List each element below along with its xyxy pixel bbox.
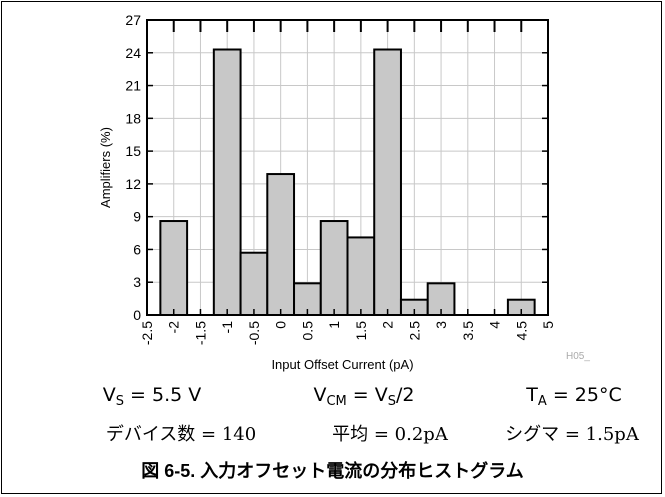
y-tick-label: 0 (133, 307, 141, 323)
x-tick-label: 4 (487, 321, 503, 329)
conditions-row-1: VS = 5.5 V VCM = VS/2 TA = 25°C (0, 384, 665, 412)
histogram-bar (346, 236, 376, 316)
x-axis-title: Input Offset Current (pA) (271, 357, 413, 372)
y-tick-label: 3 (133, 274, 141, 290)
y-axis-title: Amplifiers (%) (98, 127, 113, 208)
x-tick-label: -1 (219, 321, 235, 334)
histogram-bar (319, 220, 349, 316)
x-tick-label: 5 (540, 321, 556, 329)
histogram-bar (373, 48, 402, 316)
x-tick-label: 1 (326, 321, 342, 329)
x-tick-labels: -2.5 -2 -1.5 -1 -0.5 0 0.5 1 1.5 2 2.5 3 3.5 4 4.5 5 (139, 321, 556, 345)
y-tick-label: 27 (125, 12, 141, 28)
x-tick-label: 0 (273, 321, 289, 329)
histogram-bar (239, 251, 269, 317)
y-tick-labels: 0 3 6 9 12 15 18 21 24 27 (125, 12, 141, 323)
y-tick-label: 24 (125, 45, 141, 61)
x-tick-label: -2 (166, 321, 182, 334)
figure-id-watermark: H05_ (566, 351, 590, 362)
conditions-row-2: デバイス数 = 140 平均 = 0.2pA シグマ = 1.5pA (0, 420, 665, 448)
sigma-value: シグマ = 1.5pA (505, 424, 639, 445)
x-tick-label: -0.5 (246, 321, 262, 345)
device-count: デバイス数 = 140 (105, 424, 257, 445)
x-tick-label: 4.5 (513, 321, 529, 341)
y-tick-label: 12 (125, 176, 141, 192)
mean-value: 平均 = 0.2pA (332, 424, 448, 445)
x-tick-label: 2.5 (406, 321, 422, 341)
y-tick-label: 9 (133, 209, 141, 225)
histogram-bar (266, 173, 296, 316)
x-tick-label: -2.5 (139, 321, 155, 345)
x-tick-label: -1.5 (192, 321, 208, 345)
histogram-bar (212, 48, 242, 316)
y-tick-label: 6 (133, 241, 141, 257)
y-tick-label: 15 (125, 143, 141, 159)
x-tick-label: 0.5 (299, 321, 315, 341)
histogram-bar (159, 220, 189, 316)
y-tick-label: 18 (125, 110, 141, 126)
plot-area (146, 19, 549, 316)
y-tick-label: 21 (125, 78, 141, 94)
x-tick-label: 1.5 (353, 321, 369, 341)
common-mode-voltage: VCM = VS/2 (313, 384, 415, 409)
bars (159, 48, 536, 317)
x-tick-label: 3 (433, 321, 449, 329)
figure-caption: 図 6-5. 入力オフセット電流の分布ヒストグラム (141, 461, 524, 481)
x-tick-label: 3.5 (460, 321, 476, 341)
ambient-temperature: TA = 25°C (526, 384, 622, 409)
x-tick-label: 2 (380, 321, 396, 329)
supply-voltage: VS = 5.5 V (102, 384, 202, 409)
